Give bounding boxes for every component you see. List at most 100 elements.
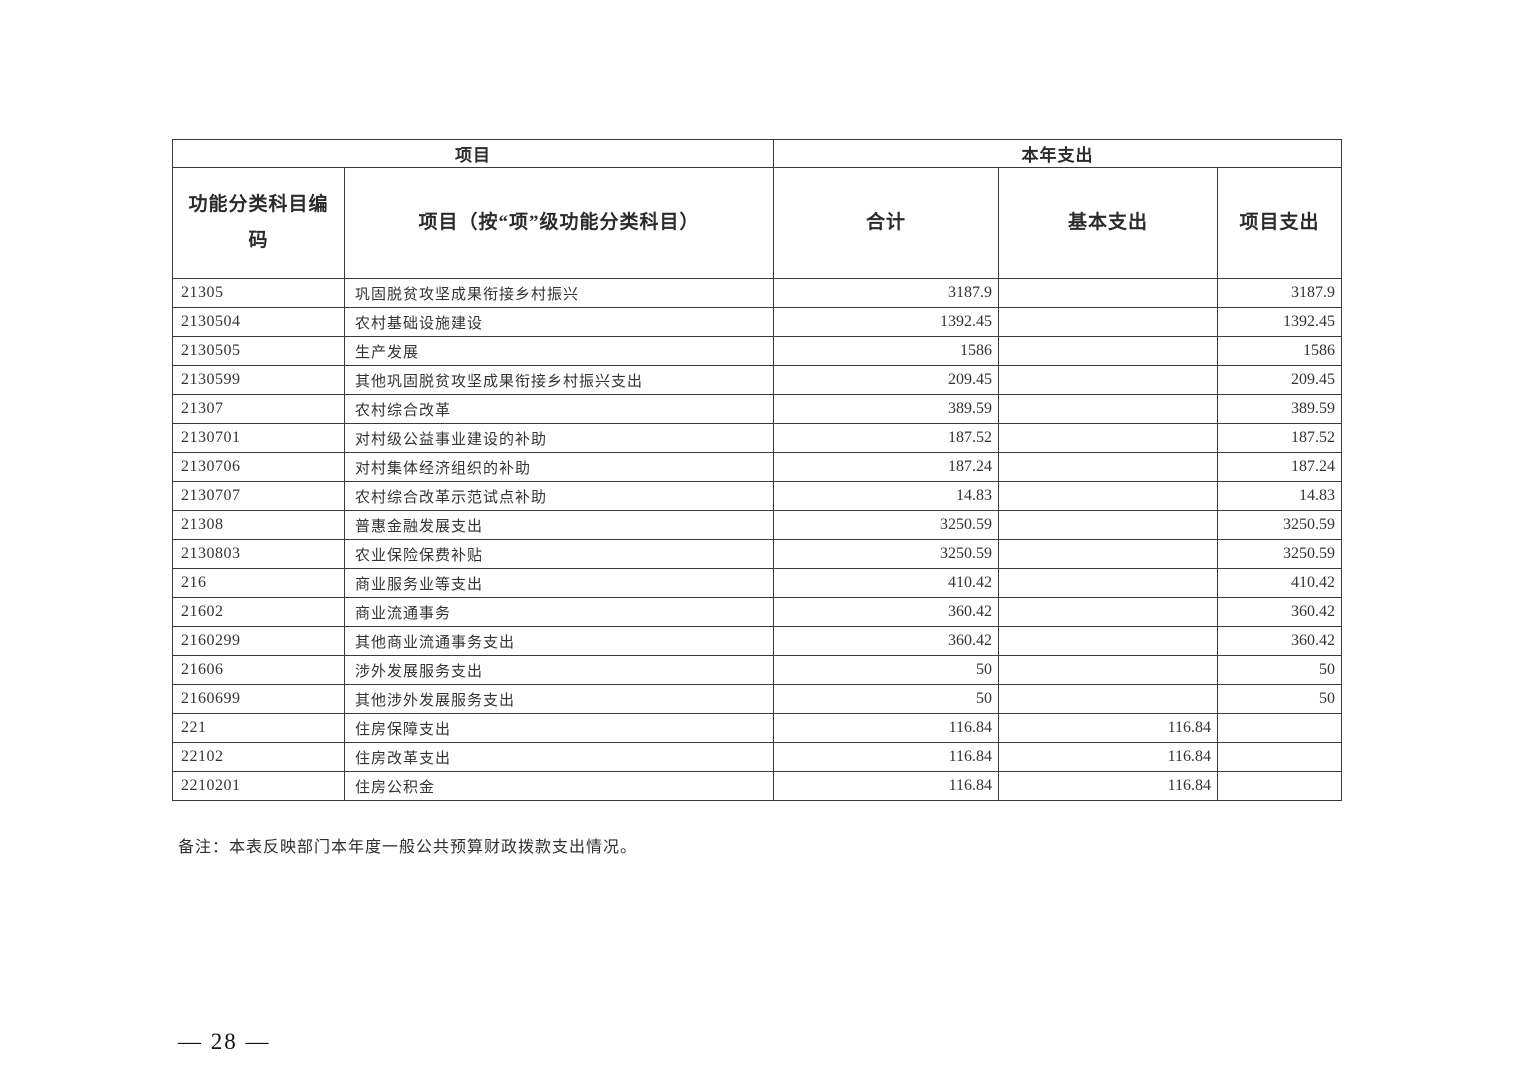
- cell-project-expenditure: [1216, 713, 1343, 743]
- table-row: 21307 农村综合改革 389.59 389.59: [172, 394, 1343, 424]
- cell-item-name: 其他涉外发展服务支出: [344, 684, 774, 714]
- table-row: 2130803 农业保险保费补贴 3250.59 3250.59: [172, 539, 1343, 569]
- cell-total: 116.84: [773, 771, 999, 801]
- cell-project-expenditure: 187.52: [1216, 423, 1343, 453]
- table-header-columns-row: 功能分类科目编码 项目（按“项”级功能分类科目） 合计 基本支出 项目支出: [172, 167, 1343, 279]
- table-row: 21308 普惠金融发展支出 3250.59 3250.59: [172, 510, 1343, 540]
- table-row: 2130599 其他巩固脱贫攻坚成果衔接乡村振兴支出 209.45 209.45: [172, 365, 1343, 395]
- cell-basic-expenditure: [998, 510, 1218, 540]
- cell-project-expenditure: 14.83: [1216, 481, 1343, 511]
- cell-function-code: 2210201: [172, 771, 345, 801]
- cell-item-name: 住房保障支出: [344, 713, 774, 743]
- cell-project-expenditure: 389.59: [1216, 394, 1343, 424]
- cell-item-name: 农业保险保费补贴: [344, 539, 774, 569]
- table-row: 21602 商业流通事务 360.42 360.42: [172, 597, 1343, 627]
- cell-basic-expenditure: [998, 684, 1218, 714]
- cell-basic-expenditure: [998, 278, 1218, 308]
- cell-item-name: 农村基础设施建设: [344, 307, 774, 337]
- cell-total: 360.42: [773, 626, 999, 656]
- cell-total: 1586: [773, 336, 999, 366]
- cell-total: 410.42: [773, 568, 999, 598]
- cell-total: 3250.59: [773, 539, 999, 569]
- cell-function-code: 22102: [172, 742, 345, 772]
- cell-total: 50: [773, 655, 999, 685]
- cell-project-expenditure: 50: [1216, 684, 1343, 714]
- header-col-basic-expenditure-label: 基本支出: [1067, 211, 1148, 233]
- cell-function-code: 2130706: [172, 452, 345, 482]
- table-row: 2130701 对村级公益事业建设的补助 187.52 187.52: [172, 423, 1343, 453]
- cell-function-code: 2130504: [172, 307, 345, 337]
- cell-function-code: 21606: [172, 655, 345, 685]
- cell-project-expenditure: 3187.9: [1216, 278, 1343, 308]
- cell-basic-expenditure: 116.84: [998, 771, 1218, 801]
- cell-project-expenditure: 3250.59: [1216, 539, 1343, 569]
- table-row: 2160299 其他商业流通事务支出 360.42 360.42: [172, 626, 1343, 656]
- cell-project-expenditure: 410.42: [1216, 568, 1343, 598]
- cell-function-code: 2160299: [172, 626, 345, 656]
- cell-project-expenditure: [1216, 771, 1343, 801]
- cell-item-name: 普惠金融发展支出: [344, 510, 774, 540]
- cell-item-name: 对村集体经济组织的补助: [344, 452, 774, 482]
- table-body: 21305 巩固脱贫攻坚成果衔接乡村振兴 3187.9 3187.9 21305…: [172, 278, 1343, 801]
- cell-function-code: 2160699: [172, 684, 345, 714]
- cell-project-expenditure: 187.24: [1216, 452, 1343, 482]
- cell-project-expenditure: 3250.59: [1216, 510, 1343, 540]
- cell-total: 389.59: [773, 394, 999, 424]
- table-row: 2130706 对村集体经济组织的补助 187.24 187.24: [172, 452, 1343, 482]
- cell-function-code: 2130701: [172, 423, 345, 453]
- cell-total: 360.42: [773, 597, 999, 627]
- table-row: 21606 涉外发展服务支出 50 50: [172, 655, 1343, 685]
- cell-function-code: 2130599: [172, 365, 345, 395]
- table-row: 21305 巩固脱贫攻坚成果衔接乡村振兴 3187.9 3187.9: [172, 278, 1343, 308]
- cell-total: 3187.9: [773, 278, 999, 308]
- cell-item-name: 商业服务业等支出: [344, 568, 774, 598]
- header-col-project-expenditure: 项目支出: [1216, 167, 1343, 279]
- header-current-year-expenditure-group: 本年支出: [772, 139, 1343, 168]
- cell-basic-expenditure: [998, 655, 1218, 685]
- table-note: 备注：本表反映部门本年度一般公共预算财政拨款支出情况。: [178, 839, 638, 856]
- cell-basic-expenditure: 116.84: [998, 742, 1218, 772]
- header-project-group: 项目: [172, 139, 774, 168]
- cell-item-name: 住房公积金: [344, 771, 774, 801]
- cell-function-code: 21308: [172, 510, 345, 540]
- cell-project-expenditure: 1392.45: [1216, 307, 1343, 337]
- cell-project-expenditure: 360.42: [1216, 626, 1343, 656]
- cell-project-expenditure: [1216, 742, 1343, 772]
- cell-item-name: 农村综合改革示范试点补助: [344, 481, 774, 511]
- header-col-project-expenditure-label: 项目支出: [1239, 211, 1320, 233]
- cell-basic-expenditure: [998, 539, 1218, 569]
- cell-basic-expenditure: 116.84: [998, 713, 1218, 743]
- cell-basic-expenditure: [998, 307, 1218, 337]
- cell-function-code: 221: [172, 713, 345, 743]
- cell-function-code: 21305: [172, 278, 345, 308]
- page-number: — 28 —: [178, 1029, 271, 1054]
- cell-item-name: 巩固脱贫攻坚成果衔接乡村振兴: [344, 278, 774, 308]
- cell-item-name: 商业流通事务: [344, 597, 774, 627]
- cell-item-name: 生产发展: [344, 336, 774, 366]
- table-row: 2130505 生产发展 1586 1586: [172, 336, 1343, 366]
- table-row: 2210201 住房公积金 116.84 116.84: [172, 771, 1343, 801]
- cell-item-name: 涉外发展服务支出: [344, 655, 774, 685]
- table-row: 2130707 农村综合改革示范试点补助 14.83 14.83: [172, 481, 1343, 511]
- cell-function-code: 21307: [172, 394, 345, 424]
- cell-basic-expenditure: [998, 423, 1218, 453]
- cell-item-name: 住房改革支出: [344, 742, 774, 772]
- cell-project-expenditure: 50: [1216, 655, 1343, 685]
- table-header-group-row: 项目 本年支出: [172, 139, 1343, 168]
- cell-item-name: 其他商业流通事务支出: [344, 626, 774, 656]
- header-col-total-label: 合计: [865, 211, 906, 233]
- cell-basic-expenditure: [998, 394, 1218, 424]
- cell-basic-expenditure: [998, 452, 1218, 482]
- header-col-total: 合计: [773, 167, 999, 279]
- cell-total: 209.45: [773, 365, 999, 395]
- cell-total: 50: [773, 684, 999, 714]
- cell-function-code: 2130707: [172, 481, 345, 511]
- cell-item-name: 对村级公益事业建设的补助: [344, 423, 774, 453]
- cell-function-code: 2130505: [172, 336, 345, 366]
- header-col-function-code-label: 功能分类科目编码: [188, 193, 329, 251]
- table-row: 216 商业服务业等支出 410.42 410.42: [172, 568, 1343, 598]
- cell-function-code: 21602: [172, 597, 345, 627]
- table-row: 221 住房保障支出 116.84 116.84: [172, 713, 1343, 743]
- table-row: 2160699 其他涉外发展服务支出 50 50: [172, 684, 1343, 714]
